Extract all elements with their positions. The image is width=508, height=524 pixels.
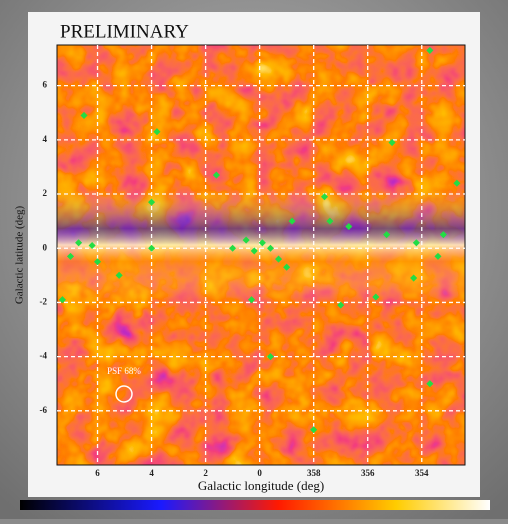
source-point: [115, 271, 123, 279]
psf-circle: [115, 385, 133, 403]
source-point: [250, 247, 258, 255]
source-point: [426, 380, 434, 388]
y-axis-label: Galactic latitude (deg): [14, 205, 26, 304]
source-point: [148, 244, 156, 252]
source-point: [275, 255, 283, 263]
source-point: [412, 239, 420, 247]
source-point: [426, 46, 434, 54]
source-point: [326, 217, 334, 225]
y-tick-label: 6: [43, 80, 48, 90]
source-point: [75, 239, 83, 247]
source-point: [345, 223, 353, 231]
x-axis-label: Galactic longitude (deg): [198, 478, 324, 493]
x-tick-label: 0: [257, 468, 262, 478]
source-point: [310, 426, 318, 434]
source-point: [383, 231, 391, 239]
source-point: [372, 293, 380, 301]
y-tick-label: 0: [43, 242, 48, 252]
source-point: [148, 198, 156, 206]
source-point: [258, 239, 266, 247]
plot-frame: [56, 44, 466, 466]
x-tick-label: 354: [415, 468, 429, 478]
source-point: [283, 263, 291, 271]
source-point: [288, 217, 296, 225]
x-tick-label: 4: [149, 468, 154, 478]
y-tick-label: 2: [43, 188, 48, 198]
y-tick-label: -4: [40, 351, 48, 361]
colorbar: [20, 500, 490, 510]
y-tick-label: -6: [40, 405, 48, 415]
source-point: [388, 139, 396, 147]
source-point: [410, 274, 418, 282]
source-point: [439, 231, 447, 239]
x-tick-label: 358: [307, 468, 321, 478]
chart-title: PRELIMINARY: [60, 21, 189, 42]
x-tick-label: 2: [203, 468, 208, 478]
source-point: [212, 171, 220, 179]
source-point: [229, 244, 237, 252]
source-point: [248, 296, 256, 304]
source-point: [93, 258, 102, 266]
annotation: PSF 68%: [107, 366, 141, 376]
source-point: [434, 252, 442, 260]
y-tick-label: 4: [43, 134, 48, 144]
plane-band: [57, 190, 465, 300]
source-point: [88, 241, 96, 250]
source-point: [58, 296, 66, 304]
source-point: [80, 111, 88, 119]
x-tick-label: 356: [361, 468, 375, 478]
source-point: [266, 353, 274, 361]
source-point: [153, 128, 161, 136]
source-point: [266, 244, 274, 252]
y-tick-label: -2: [40, 296, 48, 306]
plot-layer: 6 4 2 0 358 356 354 -6 -4 -2 0 2 4 6 PSF 68%: [40, 45, 465, 478]
source-point: [453, 179, 461, 187]
source-point: [337, 301, 345, 309]
source-point: [320, 193, 329, 201]
source-point: [242, 236, 250, 244]
x-tick-label: 6: [95, 468, 100, 478]
